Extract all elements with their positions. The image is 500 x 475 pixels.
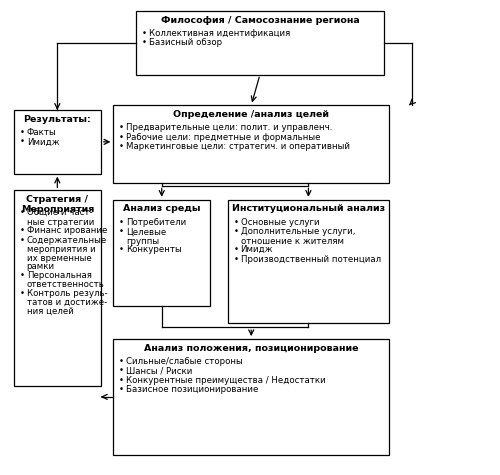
Text: Конкурентные преимущества / Недостатки: Конкурентные преимущества / Недостатки — [126, 376, 326, 385]
Text: •: • — [119, 245, 124, 254]
Text: •: • — [142, 29, 146, 38]
Text: мероприятия и: мероприятия и — [26, 245, 96, 254]
Text: •: • — [119, 376, 124, 385]
Text: •: • — [119, 123, 124, 132]
Text: Результаты:: Результаты: — [24, 115, 91, 124]
FancyBboxPatch shape — [136, 11, 384, 75]
Text: •: • — [119, 366, 124, 375]
Text: Основные услуги: Основные услуги — [240, 218, 319, 227]
Text: Институциональный анализ: Институциональный анализ — [232, 204, 385, 213]
Text: ные стратегии: ные стратегии — [26, 218, 94, 227]
Text: Философия / Самосознание региона: Философия / Самосознание региона — [160, 16, 360, 25]
Text: Стратегия /
Мероприятия: Стратегия / Мероприятия — [20, 195, 94, 214]
Text: •: • — [20, 208, 25, 217]
FancyBboxPatch shape — [14, 190, 101, 386]
Text: Сильные/слабые стороны: Сильные/слабые стороны — [126, 357, 243, 366]
Text: Коллективная идентификация: Коллективная идентификация — [148, 29, 290, 38]
Text: Базисное позиционирование: Базисное позиционирование — [126, 385, 258, 394]
Text: Шансы / Риски: Шансы / Риски — [126, 366, 192, 375]
Text: Финанс ирование: Финанс ирование — [26, 226, 107, 235]
Text: рамки: рамки — [26, 262, 55, 271]
Text: •: • — [234, 245, 238, 254]
Text: татов и достиже-: татов и достиже- — [26, 298, 107, 307]
Text: •: • — [20, 236, 25, 245]
Text: ответственность: ответственность — [26, 280, 104, 289]
FancyBboxPatch shape — [14, 110, 101, 174]
Text: отношение к жителям: отношение к жителям — [240, 237, 344, 246]
Text: Анализ среды: Анализ среды — [123, 204, 200, 213]
Text: Предварительные цели: полит. и управленч.: Предварительные цели: полит. и управленч… — [126, 123, 332, 132]
Text: Контроль резуль-: Контроль резуль- — [26, 288, 108, 297]
Text: ния целей: ния целей — [26, 306, 74, 315]
Text: Дополнительные услуги,: Дополнительные услуги, — [240, 227, 355, 236]
Text: •: • — [20, 137, 25, 146]
Text: •: • — [234, 227, 238, 236]
Text: •: • — [234, 255, 238, 264]
Text: Анализ положения, позиционирование: Анализ положения, позиционирование — [144, 344, 358, 353]
Text: Определение /анализ целей: Определение /анализ целей — [173, 110, 329, 119]
Text: Целевые: Целевые — [126, 227, 166, 236]
Text: Рабочие цели: предметные и формальные: Рабочие цели: предметные и формальные — [126, 133, 320, 142]
Text: •: • — [119, 218, 124, 227]
Text: Конкуренты: Конкуренты — [126, 245, 182, 254]
Text: •: • — [20, 288, 25, 297]
Text: •: • — [119, 142, 124, 151]
Text: •: • — [119, 385, 124, 394]
Text: Маркетинговые цели: стратегич. и оперативный: Маркетинговые цели: стратегич. и операти… — [126, 142, 350, 151]
FancyBboxPatch shape — [114, 105, 389, 183]
Text: Персональная: Персональная — [26, 271, 92, 280]
Text: Производственный потенциал: Производственный потенциал — [240, 255, 380, 264]
Text: •: • — [142, 38, 146, 47]
FancyBboxPatch shape — [114, 200, 210, 306]
Text: Имидж: Имидж — [240, 245, 273, 254]
Text: Факты: Факты — [26, 128, 56, 137]
Text: группы: группы — [126, 237, 160, 246]
Text: •: • — [119, 227, 124, 236]
Text: •: • — [119, 357, 124, 366]
Text: •: • — [20, 128, 25, 137]
Text: Содержательные: Содержательные — [26, 236, 107, 245]
Text: •: • — [119, 133, 124, 142]
Text: •: • — [20, 226, 25, 235]
Text: •: • — [234, 218, 238, 227]
Text: •: • — [20, 271, 25, 280]
FancyBboxPatch shape — [228, 200, 389, 323]
Text: Базисный обзор: Базисный обзор — [148, 38, 222, 47]
Text: Имидж: Имидж — [26, 137, 60, 146]
Text: Общие и част-: Общие и част- — [26, 208, 92, 217]
Text: Потребители: Потребители — [126, 218, 186, 227]
Text: их временные: их временные — [26, 254, 92, 263]
FancyBboxPatch shape — [114, 339, 389, 455]
